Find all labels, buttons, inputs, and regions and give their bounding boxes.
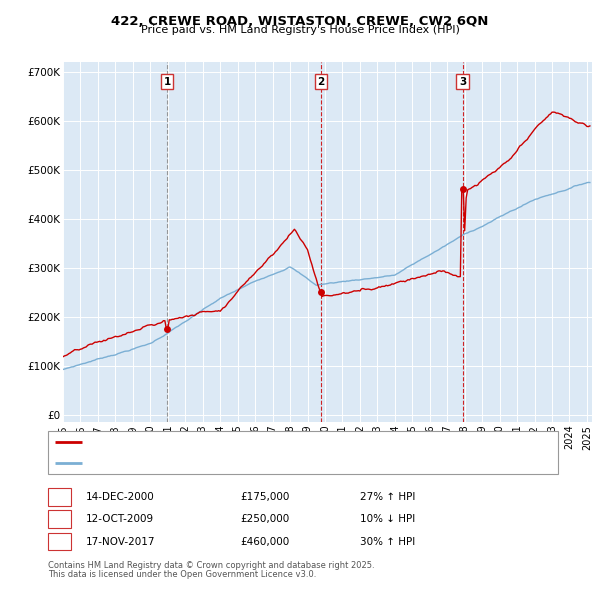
Text: 422, CREWE ROAD, WISTASTON, CREWE, CW2 6QN (detached house): 422, CREWE ROAD, WISTASTON, CREWE, CW2 6… [87,437,433,447]
Text: 1: 1 [56,492,63,502]
Text: £460,000: £460,000 [240,537,289,546]
Text: £250,000: £250,000 [240,514,289,524]
Text: This data is licensed under the Open Government Licence v3.0.: This data is licensed under the Open Gov… [48,571,316,579]
Text: 2: 2 [317,77,325,87]
Text: 2: 2 [56,514,63,524]
Text: Price paid vs. HM Land Registry's House Price Index (HPI): Price paid vs. HM Land Registry's House … [140,25,460,35]
Text: 3: 3 [459,77,466,87]
Text: £175,000: £175,000 [240,492,289,502]
Text: Contains HM Land Registry data © Crown copyright and database right 2025.: Contains HM Land Registry data © Crown c… [48,561,374,570]
Text: 10% ↓ HPI: 10% ↓ HPI [360,514,415,524]
Text: 12-OCT-2009: 12-OCT-2009 [86,514,154,524]
Text: 27% ↑ HPI: 27% ↑ HPI [360,492,415,502]
Text: 1: 1 [163,77,171,87]
Text: 30% ↑ HPI: 30% ↑ HPI [360,537,415,546]
Text: 422, CREWE ROAD, WISTASTON, CREWE, CW2 6QN: 422, CREWE ROAD, WISTASTON, CREWE, CW2 6… [112,15,488,28]
Text: 14-DEC-2000: 14-DEC-2000 [86,492,155,502]
Text: 17-NOV-2017: 17-NOV-2017 [86,537,155,546]
Text: HPI: Average price, detached house, Cheshire East: HPI: Average price, detached house, Ches… [87,458,340,468]
Text: 3: 3 [56,537,63,546]
